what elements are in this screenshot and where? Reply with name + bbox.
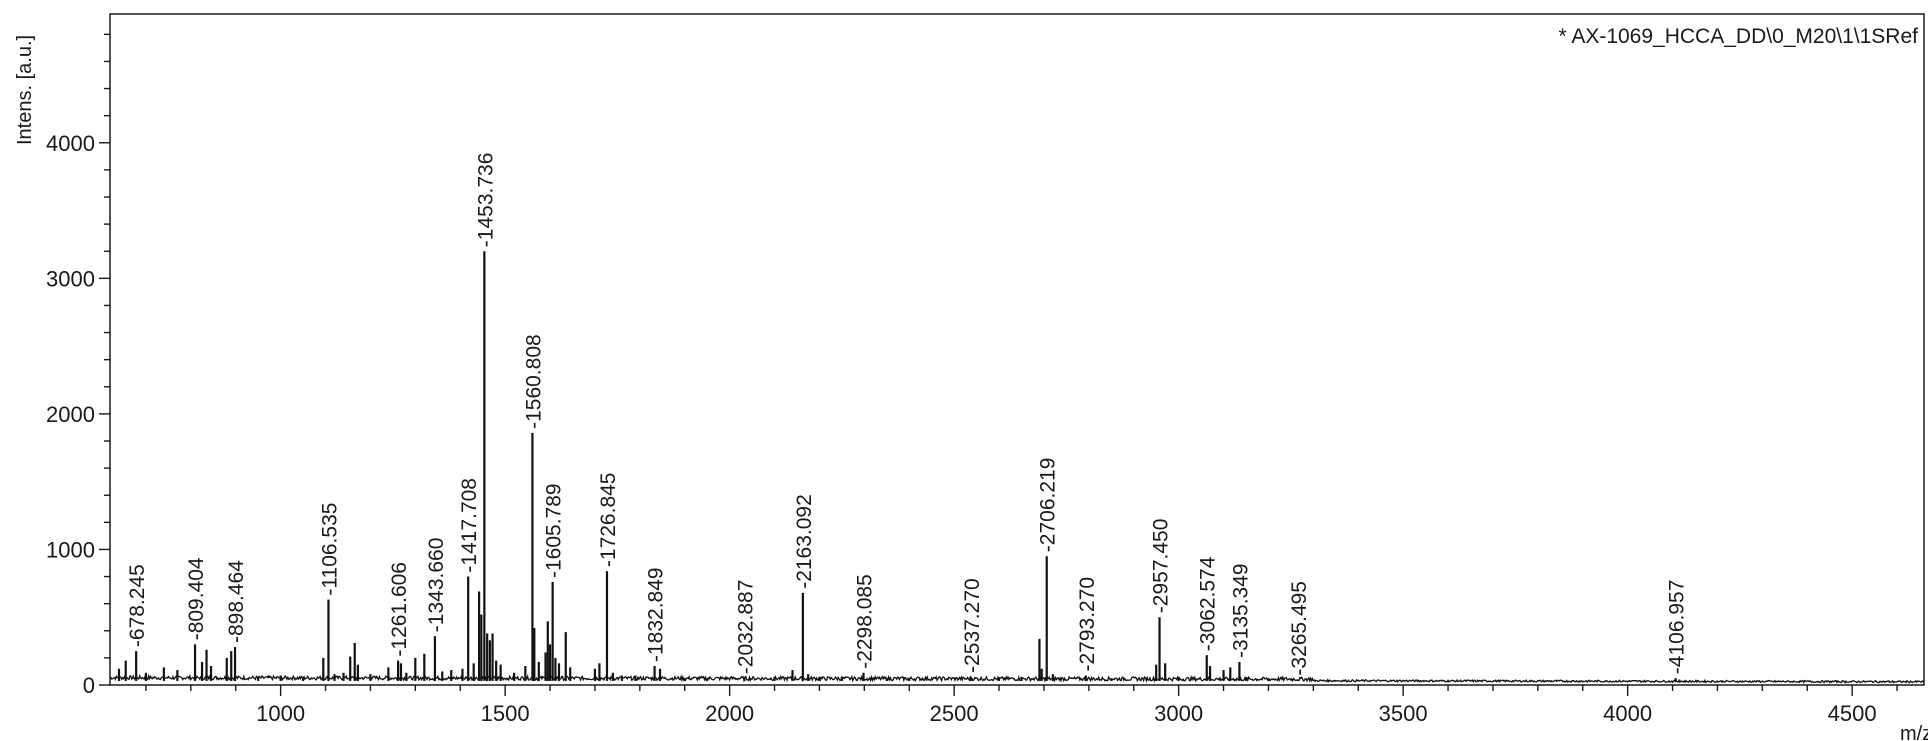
- peak-label: -1726.845: [597, 473, 620, 568]
- peak-label: -2706.219: [1037, 458, 1060, 553]
- peak-label: -4106.957: [1666, 580, 1689, 675]
- peak-label: -1453.736: [474, 153, 497, 248]
- peak-label: -2957.450: [1150, 519, 1173, 614]
- y-tick-label: 2000: [46, 402, 95, 427]
- x-tick-label: 3000: [1154, 701, 1203, 726]
- peak-label: -3062.574: [1197, 556, 1220, 651]
- legend-sample-name: * AX-1069_HCCA_DD\0_M20\1\1SRef: [1558, 25, 1918, 48]
- peak-label: -1560.808: [522, 334, 545, 429]
- y-axis-title: Intens. [a.u.]: [14, 35, 36, 145]
- peak-label: -1343.660: [425, 538, 448, 633]
- plot-frame: [109, 13, 1925, 686]
- peak-label: -2032.887: [734, 580, 757, 675]
- x-tick-label: 4000: [1603, 701, 1652, 726]
- peak-label: -1261.606: [388, 562, 411, 657]
- x-tick-label: 1000: [256, 701, 305, 726]
- peak-label: -3265.495: [1288, 581, 1311, 676]
- peak-label: -3135.349: [1229, 563, 1252, 658]
- x-tick-label: 1500: [481, 701, 530, 726]
- peak-label: -678.245: [126, 564, 149, 647]
- peak-label: -898.464: [225, 560, 248, 643]
- x-tick-label: 3500: [1379, 701, 1428, 726]
- y-tick-label: 3000: [46, 266, 95, 291]
- peak-label: -809.404: [185, 557, 208, 640]
- peak-label: -1832.849: [645, 567, 668, 662]
- peak-label: -2298.085: [854, 574, 877, 669]
- peak-label: -1417.708: [458, 478, 481, 573]
- peak-label: -2537.270: [961, 578, 984, 673]
- peak-labels: -678.245 -809.404 -898.464 -1106.535 -1261.6…: [126, 153, 1689, 676]
- spectrum-baseline: [109, 673, 1925, 684]
- y-tick-label: 1000: [46, 537, 95, 562]
- x-axis: 1000 1500 2000 2500 3000 3500 4000 4500: [145, 685, 1898, 726]
- peak-label: -2163.092: [793, 494, 816, 589]
- x-tick-label: 4500: [1828, 701, 1877, 726]
- spectrum-peaks: [117, 251, 1719, 683]
- x-tick-label: 2500: [930, 701, 979, 726]
- x-tick-label: 2000: [705, 701, 754, 726]
- y-axis: 0 1000 2000 3000 4000: [46, 33, 110, 698]
- peak-label: -1106.535: [319, 503, 342, 596]
- y-tick-label: 0: [83, 673, 95, 698]
- peak-label: -1605.789: [543, 483, 566, 578]
- y-tick-label: 4000: [46, 131, 95, 156]
- x-axis-title: m/z: [1900, 723, 1928, 741]
- peak-label: -2793.270: [1076, 577, 1099, 672]
